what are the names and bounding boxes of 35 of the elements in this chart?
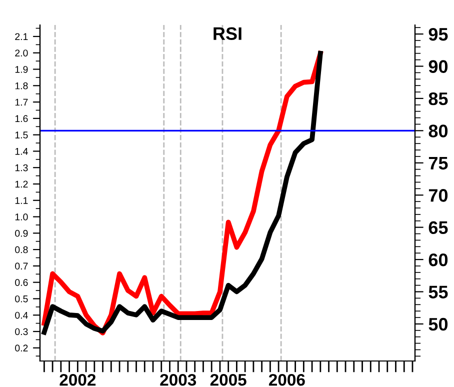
y-tick-label: 1.3 [15,164,28,172]
y2-tick-label: 80 [428,124,448,138]
x-tick-label: 2006 [268,374,305,386]
y-tick-label: 1.8 [15,82,28,90]
y-tick-label: 0.7 [15,262,28,270]
y-tick-label: 0.9 [15,230,28,237]
y2-tick-label: 50 [428,318,448,331]
y-tick-label: 1.4 [15,148,28,155]
y-tick-label: 0.8 [15,246,28,254]
y-tick-label: 1.2 [15,180,28,188]
y-tick-label: 1.9 [15,66,28,73]
y2-tick-label: 55 [428,286,448,298]
x-tick-label: 2005 [210,374,246,386]
y-tick-label: 0.6 [15,279,28,286]
y-tick-label: 1.6 [15,115,28,122]
x-tick-label: 2003 [160,374,196,386]
y-tick-label: 0.5 [15,295,28,302]
y-tick-label: 2.1 [15,33,28,40]
y2-tick-label: 60 [428,253,448,266]
y2-tick-label: 75 [428,157,448,170]
y-tick-label: 0.4 [15,312,28,319]
y2-tick-label: 90 [428,60,448,73]
y2-tick-label: 70 [428,189,448,202]
chart-title: RSI [214,27,242,40]
y2-tick-label: 85 [428,92,448,106]
y-tick-label: 0.3 [15,328,28,336]
y-tick-label: 1.0 [15,214,28,220]
y-tick-label: 1.5 [15,132,28,138]
x-tick-label: 2002 [60,374,96,386]
y2-tick-label: 65 [428,221,448,234]
y-tick-label: 2.0 [15,50,28,56]
y-tick-label: 1.7 [15,98,28,106]
y2-tick-label: 95 [428,28,448,41]
y-tick-label: 0.2 [15,344,28,352]
y-tick-label: 1.1 [15,197,28,204]
